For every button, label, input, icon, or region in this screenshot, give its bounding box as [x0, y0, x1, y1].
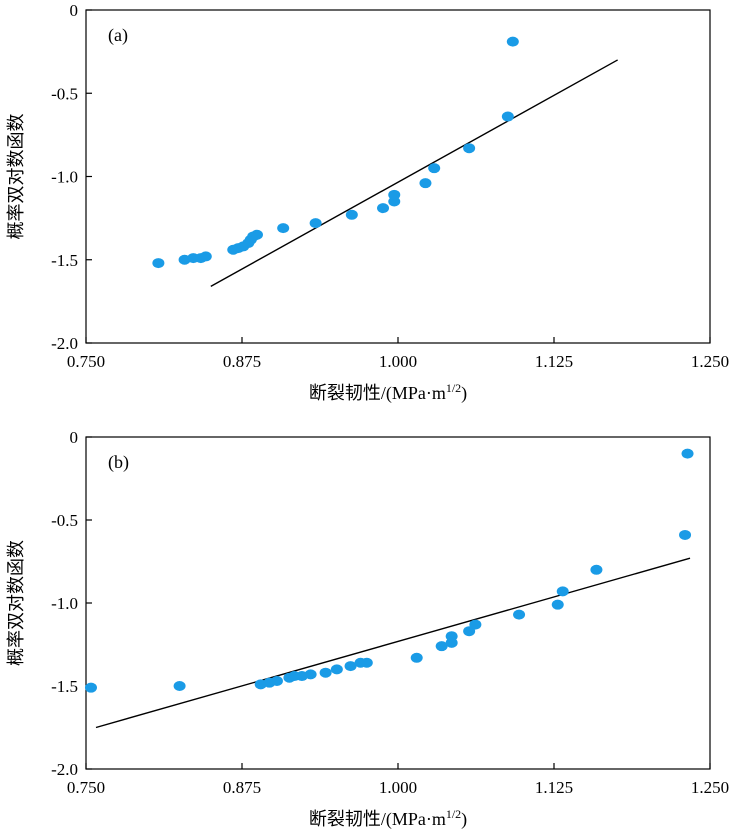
- data-point: [84, 682, 97, 693]
- y-tick-label: -2.0: [51, 334, 78, 353]
- x-tick-label: 1.125: [535, 352, 573, 371]
- y-axis-label-a: 概率双对数函数: [6, 114, 26, 240]
- data-point: [388, 189, 401, 200]
- data-point: [330, 664, 343, 675]
- data-point: [679, 529, 692, 540]
- data-point: [556, 586, 569, 597]
- x-ticks-b: 0.750 0.875 1.000 1.125 1.250: [67, 763, 729, 797]
- panel-a: 0 -0.5 -1.0 -1.5 -2.0 0.750 0.875 1.000 1.125 1.…: [6, 1, 729, 404]
- y-tick-label: 0: [70, 428, 79, 447]
- data-point: [513, 609, 526, 620]
- y-tick-label: -1.5: [51, 677, 78, 696]
- data-point: [304, 669, 317, 680]
- data-point: [506, 36, 519, 47]
- x-tick-label: 0.875: [223, 352, 261, 371]
- data-point: [250, 229, 263, 240]
- fit-line-a: [210, 59, 618, 288]
- x-axis-label-b: 断裂韧性/(MPa·m1/2): [309, 807, 467, 830]
- y-axis-label-b: 概率双对数函数: [6, 540, 26, 666]
- x-tick-label: 0.750: [67, 778, 105, 797]
- x-tick-label: 1.250: [691, 352, 729, 371]
- data-point: [377, 203, 390, 214]
- data-points-b: [84, 448, 694, 693]
- x-axis-label-main-a: 断裂韧性/(MPa·m: [309, 383, 446, 404]
- x-axis-label-end-b: ): [461, 809, 467, 830]
- x-tick-label: 0.875: [223, 778, 261, 797]
- data-point: [173, 681, 186, 691]
- data-point: [681, 448, 694, 459]
- y-tick-label: 0: [70, 1, 79, 20]
- data-point: [319, 667, 332, 678]
- y-ticks-b: 0 -0.5 -1.0 -1.5 -2.0: [51, 428, 92, 779]
- fit-line-b: [95, 557, 691, 729]
- panel-label-b: (b): [108, 452, 129, 473]
- data-point: [428, 163, 441, 174]
- y-tick-label: -1.0: [51, 168, 78, 187]
- data-point: [469, 619, 482, 630]
- y-tick-label: -2.0: [51, 760, 78, 779]
- y-tick-label: -1.5: [51, 251, 78, 270]
- x-ticks-a: 0.750 0.875 1.000 1.125 1.250: [67, 337, 729, 371]
- x-tick-label: 0.750: [67, 352, 105, 371]
- y-ticks-a: 0 -0.5 -1.0 -1.5 -2.0: [51, 1, 92, 353]
- y-tick-label: -0.5: [51, 511, 78, 530]
- data-point: [551, 599, 564, 610]
- x-axis-label-sup-b: 1/2: [446, 807, 461, 821]
- data-point: [152, 258, 165, 269]
- data-point: [501, 111, 514, 122]
- x-tick-label: 1.000: [379, 352, 417, 371]
- panel-label-a: (a): [108, 25, 128, 46]
- data-point: [435, 641, 448, 652]
- data-point: [410, 652, 423, 663]
- x-axis-label-sup-a: 1/2: [446, 381, 461, 395]
- data-points-a: [152, 36, 519, 269]
- data-point: [360, 657, 373, 668]
- data-point: [270, 676, 283, 687]
- panel-b: 0 -0.5 -1.0 -1.5 -2.0 0.750 0.875 1.000 1.125 1.…: [6, 428, 729, 830]
- x-axis-label-end-a: ): [461, 383, 467, 404]
- data-point: [463, 143, 476, 154]
- data-point: [277, 223, 290, 234]
- x-tick-label: 1.125: [535, 778, 573, 797]
- y-tick-label: -1.0: [51, 594, 78, 613]
- data-point: [590, 564, 603, 575]
- x-tick-label: 1.000: [379, 778, 417, 797]
- x-axis-label-main-b: 断裂韧性/(MPa·m: [309, 809, 446, 830]
- data-point: [345, 209, 358, 220]
- data-point: [309, 218, 322, 229]
- x-axis-label-a: 断裂韧性/(MPa·m1/2): [309, 381, 467, 404]
- y-tick-label: -0.5: [51, 84, 78, 103]
- data-point: [199, 251, 212, 262]
- x-tick-label: 1.250: [691, 778, 729, 797]
- data-point: [445, 631, 458, 642]
- plot-frame-b: [85, 436, 711, 770]
- data-point: [344, 661, 357, 672]
- data-point: [419, 178, 432, 189]
